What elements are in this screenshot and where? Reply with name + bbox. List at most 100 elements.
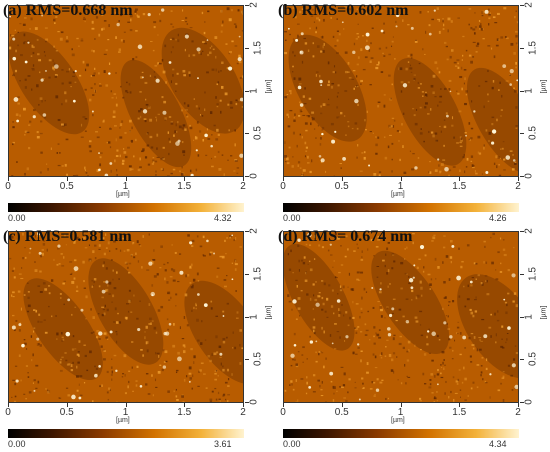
y-tick [245, 90, 249, 92]
y-tick-label: 1.5 [527, 266, 539, 281]
x-tick-label: 0.5 [59, 181, 74, 192]
y-tick-label: 2 [248, 2, 260, 8]
y-axis: 0 0.5 1 1.5 2 [µm] [520, 2, 548, 179]
x-tick-label: 0 [280, 181, 286, 192]
x-axis: 0 0.5 1 1.5 2 [µm] [5, 177, 246, 198]
x-tick-label: 1 [122, 407, 129, 418]
panel-label: (b) RMS=0.602 nm [278, 2, 409, 19]
y-tick [245, 176, 249, 177]
x-tick-label: 0.5 [59, 407, 74, 418]
afm-panel-c: (c) RMS=0.581 nm 0 0.5 1 1.5 2 [µm] 0 0.5 1 1.5 2… [0, 226, 275, 452]
x-tick-label: 0 [280, 407, 286, 418]
y-tick [520, 5, 524, 6]
x-tick-label: 0 [5, 407, 11, 418]
afm-image [283, 231, 519, 403]
panel-label: (c) RMS=0.581 nm [3, 228, 132, 245]
y-unit-label: [µm] [540, 305, 548, 320]
x-tick [283, 177, 284, 181]
x-axis: 0 0.5 1 1.5 2 [µm] [280, 403, 521, 424]
color-scale-bar [8, 429, 244, 438]
x-tick-label: 0 [5, 181, 11, 192]
x-tick [283, 403, 284, 407]
x-tick [243, 403, 244, 407]
x-tick [459, 403, 461, 407]
y-tick-label: 2 [248, 228, 260, 234]
x-tick-label: 1 [122, 181, 129, 192]
y-tick [245, 402, 249, 403]
color-scale-max: 4.32 [214, 213, 232, 223]
y-tick [245, 273, 249, 275]
x-tick [518, 177, 519, 181]
color-scale-min: 0.00 [283, 439, 301, 449]
y-tick [520, 176, 524, 177]
x-tick-label: 2 [515, 407, 521, 418]
x-tick [66, 177, 68, 181]
x-tick-label: 2 [240, 407, 246, 418]
x-tick-label: 1.5 [177, 407, 192, 418]
y-tick [520, 90, 524, 92]
afm-image [283, 5, 519, 177]
y-tick-label: 1 [523, 313, 535, 320]
x-tick [243, 177, 244, 181]
x-tick [518, 403, 519, 407]
y-tick-label: 0.5 [252, 352, 264, 367]
x-axis: 0 0.5 1 1.5 2 [µm] [5, 403, 246, 424]
afm-image [8, 5, 244, 177]
y-tick-label: 1 [248, 313, 260, 320]
y-tick-label: 0.5 [527, 126, 539, 141]
y-axis: 0 0.5 1 1.5 2 [µm] [520, 228, 548, 405]
x-tick-label: 0.5 [334, 181, 349, 192]
y-unit-label: [µm] [265, 79, 273, 94]
y-tick-label: 1 [523, 87, 535, 94]
x-unit-label: [µm] [391, 417, 405, 424]
color-scale-bar [283, 429, 519, 438]
y-unit-label: [µm] [265, 305, 273, 320]
y-tick [520, 316, 524, 318]
x-tick-label: 1.5 [452, 407, 467, 418]
y-tick [245, 133, 249, 135]
x-unit-label: [µm] [116, 191, 130, 198]
y-tick-label: 0 [523, 399, 535, 405]
x-tick-label: 1 [397, 407, 404, 418]
color-scale-bar [283, 203, 519, 212]
y-tick-label: 1 [248, 87, 260, 94]
x-tick [184, 177, 186, 181]
x-unit-label: [µm] [116, 417, 130, 424]
color-scale-min: 0.00 [283, 213, 301, 223]
color-scale-bar [8, 203, 244, 212]
x-tick [400, 403, 402, 407]
x-tick-label: 0.5 [334, 407, 349, 418]
y-tick-label: 0.5 [252, 126, 264, 141]
y-tick-label: 1.5 [527, 40, 539, 55]
x-axis: 0 0.5 1 1.5 2 [µm] [280, 177, 521, 198]
x-tick-label: 1.5 [177, 181, 192, 192]
y-tick [520, 231, 524, 232]
y-tick-label: 0 [248, 399, 260, 405]
x-tick [8, 177, 9, 181]
afm-panel-b: (b) RMS=0.602 nm 0 0.5 1 1.5 2 [µm] 0 0.5 1 1.5 2… [275, 0, 550, 226]
y-tick [520, 359, 524, 361]
y-axis: 0 0.5 1 1.5 2 [µm] [245, 228, 273, 405]
afm-panel-a: (a) RMS=0.668 nm 0 0.5 1 1.5 2 [µm] 0 0.5 1 1.5 2… [0, 0, 275, 226]
y-tick [245, 359, 249, 361]
y-tick-label: 2 [523, 2, 535, 8]
panel-label: (a) RMS=0.668 nm [3, 2, 133, 19]
y-tick-label: 1.5 [252, 40, 264, 55]
x-tick [341, 403, 343, 407]
y-tick-label: 0 [248, 173, 260, 179]
y-tick [245, 47, 249, 49]
x-tick [125, 177, 127, 181]
panel-label: (d) RMS= 0.674 nm [278, 228, 413, 245]
x-tick [400, 177, 402, 181]
y-tick [245, 316, 249, 318]
afm-panel-d: (d) RMS= 0.674 nm 0 0.5 1 1.5 2 [µm] 0 0.5 1 1.5… [275, 226, 550, 452]
x-tick [8, 403, 9, 407]
y-unit-label: [µm] [540, 79, 548, 94]
y-tick [520, 47, 524, 49]
x-tick [341, 177, 343, 181]
x-tick [459, 177, 461, 181]
x-tick [125, 403, 127, 407]
color-scale-min: 0.00 [8, 213, 26, 223]
x-unit-label: [µm] [391, 191, 405, 198]
x-tick-label: 2 [240, 181, 246, 192]
